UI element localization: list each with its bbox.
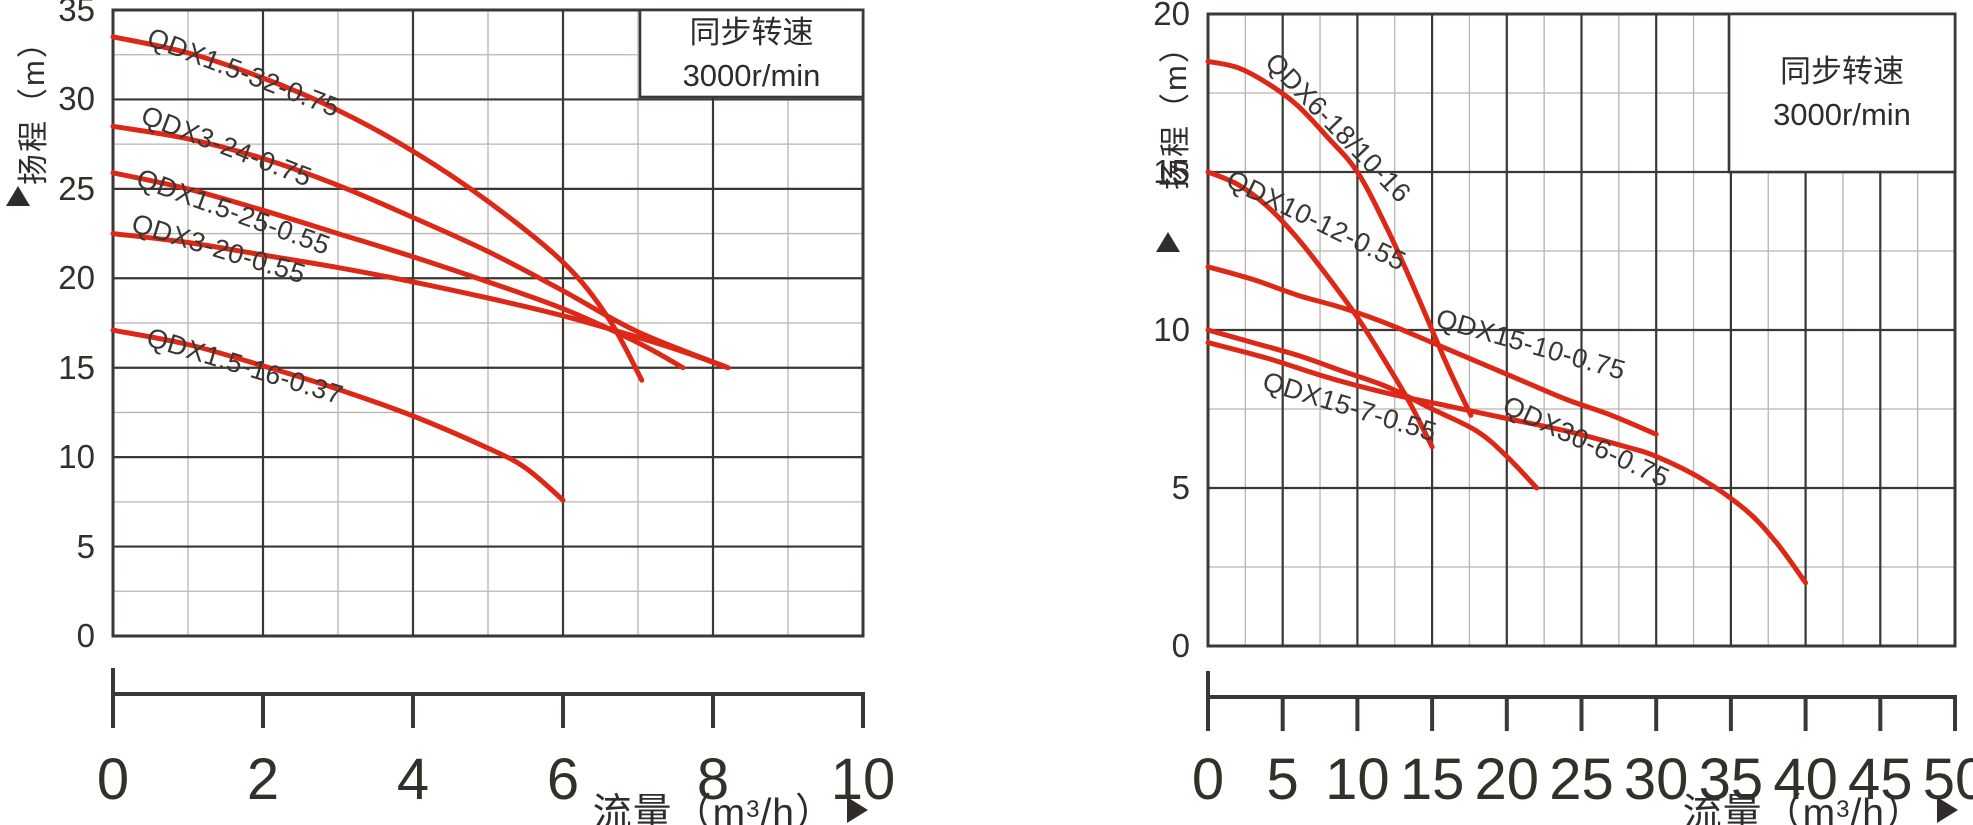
x-tick-label: 0 [1191, 747, 1225, 812]
y-tick-label: 10 [58, 438, 95, 476]
y-tick-label: 0 [1171, 627, 1190, 664]
curve-QDX6-18/10-16 [1205, 58, 1474, 418]
x-tick-label: 45 [1848, 747, 1913, 812]
y-tick-label: 20 [58, 259, 95, 297]
y-axis-title: 扬程（m） [1158, 30, 1193, 190]
y-tick-label: 5 [76, 527, 95, 565]
y-tick-label: 0 [76, 617, 95, 654]
x-axis-arrow-icon [847, 797, 868, 823]
legend-speed-note: 同步转速 3000r/min [640, 10, 863, 97]
x-axis-title-text: 流量（m [1682, 792, 1837, 825]
curve-QDX3-24-0.75 [110, 123, 731, 371]
x-axis-tick-bar [1206, 671, 1957, 731]
pump-curves [110, 34, 731, 503]
y-axis-title: 扬程（m） [16, 25, 51, 185]
legend-line-1: 同步转速 [1780, 54, 1904, 89]
chart-left [110, 8, 865, 728]
y-tick-label: 30 [58, 80, 95, 118]
legend-line-1: 同步转速 [689, 14, 814, 50]
x-axis-title-text: 流量（m [592, 792, 747, 825]
legend-line-2: 3000r/min [1773, 97, 1911, 132]
y-tick-label: 25 [58, 169, 95, 207]
x-axis-title: 流量（m 3/h） [1528, 782, 1958, 825]
grid-major-lines [1208, 14, 1955, 646]
x-tick-label: 4 [396, 747, 430, 812]
legend-box [638, 8, 865, 99]
x-axis-title-units: /h） [760, 792, 835, 825]
x-axis-tick-bar [111, 668, 865, 728]
y-axis-arrow-icon [1156, 232, 1180, 252]
x-tick-label: 35 [1698, 747, 1764, 812]
y-tick-label: 20 [1153, 0, 1190, 32]
x-axis-arrow-icon [1937, 797, 1958, 823]
curve-QDX1.5-16-0.37 [110, 327, 566, 503]
y-tick-label: 5 [1171, 469, 1190, 506]
x-tick-label: 6 [546, 747, 580, 812]
y-tick-label: 35 [58, 0, 95, 28]
x-tick-label: 40 [1773, 747, 1838, 812]
x-tick-label: 5 [1266, 747, 1299, 812]
x-tick-label: 30 [1623, 747, 1689, 812]
y-axis-arrow-icon [6, 186, 30, 206]
y-tick-label: 10 [1153, 311, 1190, 348]
legend-line-2: 3000r/min [682, 57, 821, 93]
x-tick-label: 10 [1325, 747, 1390, 812]
x-tick-label: 20 [1474, 747, 1540, 812]
curve-QDX30-6-0.75 [1205, 340, 1809, 586]
curve-QDX10-12-0.55 [1205, 169, 1435, 450]
y-tick-label: 15 [1153, 153, 1190, 190]
y-tick-label: 15 [58, 348, 95, 386]
x-tick-label: 25 [1549, 747, 1614, 812]
plot-border [111, 8, 865, 638]
legend-box [1727, 12, 1957, 174]
curve-QDX1.5-32-0.75 [110, 34, 645, 383]
curve-QDX3-20-0.55 [110, 231, 731, 371]
x-tick-label: 8 [696, 747, 730, 812]
x-tick-label: 0 [96, 747, 130, 812]
pump-curves [1205, 58, 1809, 586]
grid-major-lines [113, 10, 863, 636]
x-axis-title: 流量（m 3/h） [438, 782, 868, 825]
curve-QDX15-10-0.75 [1205, 264, 1659, 437]
x-tick-label: 15 [1399, 747, 1465, 812]
x-tick-label: 2 [246, 747, 280, 812]
legend-speed-note: 同步转速 3000r/min [1729, 14, 1955, 172]
chart-right [1205, 12, 1957, 731]
curve-QDX15-7-0.55 [1205, 327, 1540, 491]
grid-minor-lines [113, 10, 863, 636]
x-axis-title-units: /h） [1850, 792, 1925, 825]
